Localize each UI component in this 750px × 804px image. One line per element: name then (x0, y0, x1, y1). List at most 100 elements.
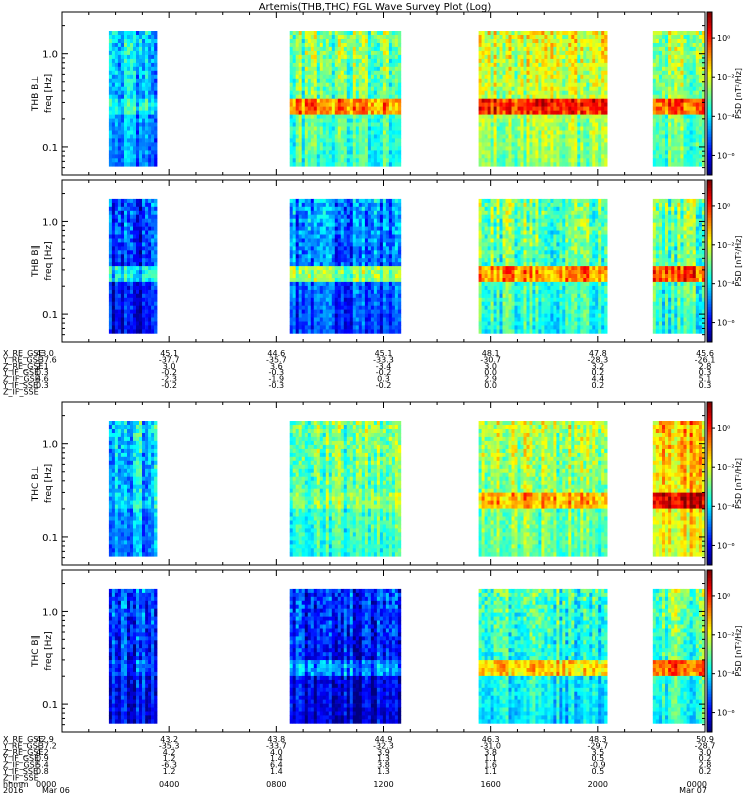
spectrogram-cell (142, 215, 145, 219)
spectrogram-cell (653, 146, 656, 150)
spectrogram-cell (503, 107, 506, 111)
spectrogram-cell (344, 67, 347, 71)
spectrogram-cell (589, 83, 592, 87)
spectrogram-cell (674, 123, 677, 127)
spectrogram-cell (532, 91, 535, 95)
spectrogram-cell (521, 131, 524, 135)
spectrogram-cell (121, 223, 124, 227)
spectrogram-cell (326, 111, 329, 115)
spectrogram-cell (151, 282, 154, 286)
spectrogram-cell (506, 146, 509, 150)
spectrogram-cell (112, 115, 115, 119)
colorbar-tick-label: 10⁻⁴ (717, 112, 735, 121)
spectrogram-cell (696, 31, 699, 35)
spectrogram-cell (371, 83, 374, 87)
spectrogram-cell (112, 235, 115, 239)
spectrogram-cell (577, 119, 580, 123)
spectrogram-cell (392, 99, 395, 103)
spectrogram-cell (696, 95, 699, 99)
spectrogram-cell (696, 99, 699, 103)
spectrogram-cell (656, 154, 659, 158)
spectrogram-cell (535, 111, 538, 115)
spectrogram-cell (130, 199, 133, 203)
spectrogram-cell (311, 31, 314, 35)
spectrogram-cell (518, 91, 521, 95)
spectrogram-cell (326, 59, 329, 63)
spectrogram-cell (595, 146, 598, 150)
spectrogram-cell (109, 298, 112, 302)
spectrogram-cell (524, 150, 527, 154)
spectrogram-cell (665, 95, 668, 99)
spectrogram-cell (323, 67, 326, 71)
spectrogram-cell (690, 111, 693, 115)
spectrogram-cell (371, 111, 374, 115)
spectrogram-cell (696, 67, 699, 71)
spectrogram-cell (562, 107, 565, 111)
spectrogram-cell (139, 254, 142, 258)
spectrogram-cell (308, 239, 311, 243)
spectrogram-cell (662, 99, 665, 103)
spectrogram-cell (109, 250, 112, 254)
spectrogram-cell (527, 63, 530, 67)
spectrogram-cell (518, 39, 521, 43)
spectrogram-cell (665, 119, 668, 123)
spectrogram-cell (154, 59, 157, 63)
spectrogram-cell (380, 103, 383, 107)
spectrogram-cell (580, 43, 583, 47)
spectrogram-cell (488, 87, 491, 91)
spectrogram-cell (580, 47, 583, 51)
spectrogram-cell (524, 59, 527, 63)
spectrogram-cell (544, 150, 547, 154)
spectrogram-cell (656, 146, 659, 150)
spectrogram-cell (353, 79, 356, 83)
spectrogram-cell (671, 91, 674, 95)
spectrogram-cell (323, 325, 326, 329)
spectrogram-cell (386, 39, 389, 43)
spectrogram-cell (671, 51, 674, 55)
spectrogram-cell (535, 71, 538, 75)
spectrogram-cell (139, 329, 142, 333)
spectrogram-cell (290, 207, 293, 211)
spectrogram-cell (296, 87, 299, 91)
spectrogram-cell (559, 71, 562, 75)
spectrogram-cell (136, 282, 139, 286)
spectrogram-cell (553, 127, 556, 131)
spectrogram-cell (398, 51, 401, 55)
spectrogram-cell (293, 107, 296, 111)
spectrogram-cell (299, 223, 302, 227)
spectrogram-cell (485, 71, 488, 75)
spectrogram-cell (592, 55, 595, 59)
spectrogram-cell (389, 131, 392, 135)
spectrogram-cell (118, 55, 121, 59)
spectrogram-cell (532, 79, 535, 83)
spectrogram-cell (589, 95, 592, 99)
spectrogram-cell (296, 67, 299, 71)
spectrogram-cell (687, 123, 690, 127)
spectrogram-cell (494, 91, 497, 95)
spectrogram-cell (497, 71, 500, 75)
spectrogram-cell (133, 142, 136, 146)
spectrogram-cell (148, 215, 151, 219)
spectrogram-cell (535, 115, 538, 119)
spectrogram-cell (547, 142, 550, 146)
spectrogram-cell (305, 131, 308, 135)
spectrogram-cell (530, 142, 533, 146)
spectrogram-cell (383, 79, 386, 83)
spectrogram-cell (497, 31, 500, 35)
spectrogram-cell (139, 203, 142, 207)
spectrogram-cell (154, 258, 157, 262)
spectrogram-cell (109, 39, 112, 43)
spectrogram-cell (601, 162, 604, 166)
spectrogram-cell (665, 162, 668, 166)
spectrogram-cell (293, 47, 296, 51)
spectrogram-cell (338, 35, 341, 39)
spectrogram-cell (332, 51, 335, 55)
spectrogram-cell (320, 83, 323, 87)
spectrogram-cell (320, 119, 323, 123)
spectrogram-cell (302, 286, 305, 290)
spectrogram-cell (335, 162, 338, 166)
spectrogram-cell (296, 329, 299, 333)
spectrogram-cell (574, 35, 577, 39)
spectrogram-cell (665, 138, 668, 142)
